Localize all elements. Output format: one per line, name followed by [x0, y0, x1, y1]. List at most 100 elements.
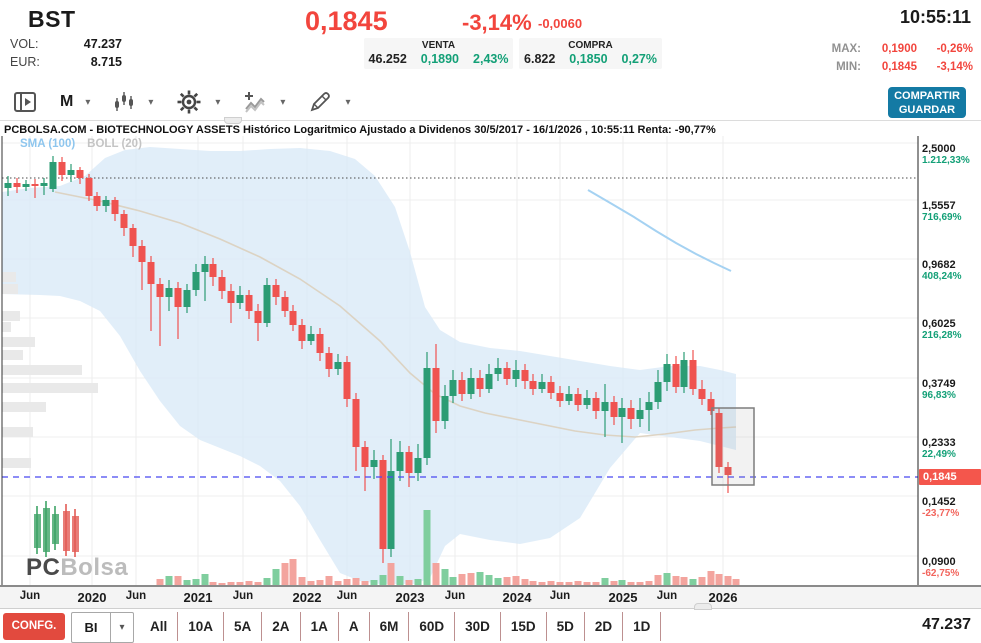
interval-dropdown[interactable]: BI ▾	[71, 612, 134, 643]
range-button-all[interactable]: All	[140, 612, 179, 641]
clock: 10:55:11	[899, 7, 971, 27]
vol-value: 47.237	[83, 37, 122, 51]
symbol-label: BST	[28, 6, 76, 32]
buy-qty: 6.822	[524, 52, 556, 66]
y-axis-tick: 2,5000 1.212,33%	[922, 143, 970, 167]
settings-dropdown[interactable]: ▾	[175, 88, 220, 116]
range-button-5d[interactable]: 5D	[547, 612, 585, 641]
watermark: PCBolsa	[26, 554, 128, 582]
footer-volume: 47.237	[922, 616, 971, 633]
x-axis-tick: 2021	[183, 590, 213, 605]
timeframe-label: M	[60, 93, 74, 110]
x-axis[interactable]: Jun 2020 Jun 2021 Jun 2022 Jun 2023 Jun 2024 Jun 20…	[0, 585, 981, 608]
x-axis-tick: Jun	[444, 590, 466, 602]
y-axis-tick: 0,2333 22,49%	[922, 437, 956, 461]
range-button-a[interactable]: A	[339, 612, 370, 641]
min-price: 0,1845	[881, 60, 917, 73]
y-axis-tick: 0,1452 -23,77%	[922, 496, 960, 520]
panel-resize-handle[interactable]	[224, 117, 242, 124]
x-axis-tick: Jun	[232, 590, 254, 602]
range-button-2d[interactable]: 2D	[585, 612, 624, 641]
buy-price: 0,1850	[569, 52, 608, 66]
chevron-down-icon: ▾	[215, 96, 221, 108]
range-button-5a[interactable]: 5A	[224, 612, 263, 641]
x-axis-tick: Jun	[549, 590, 571, 602]
gear-icon	[177, 90, 201, 114]
range-button-10a[interactable]: 10A	[178, 612, 225, 641]
x-axis-tick: 2024	[502, 590, 532, 605]
y-axis[interactable]: 2,5000 1.212,33% 1,5557 716,69% 0,9682 408,24…	[918, 122, 981, 585]
sell-quote-panel: VENTA 46.252 0,1890 2,43%	[364, 38, 513, 69]
buy-quote-panel: COMPRA 6.822 0,1850 0,27%	[519, 38, 662, 69]
chart-canvas[interactable]	[0, 122, 981, 585]
x-axis-tick: Jun	[336, 590, 358, 602]
y-axis-tick: 0,6025 216,28%	[922, 318, 962, 342]
range-button-1d[interactable]: 1D	[623, 612, 662, 641]
save-button[interactable]: GUARDAR	[898, 103, 956, 116]
range-buttons: All 10A 5A 2A 1A A 6M 60D 30D 15D 5D 2D 1D	[140, 612, 662, 641]
chart-toolbar: M ▾ ▾	[0, 84, 981, 120]
buy-title: COMPRA	[568, 40, 613, 51]
watermark-bold: PC	[26, 554, 61, 581]
x-axis-tick: 2025	[608, 590, 638, 605]
interval-label: BI	[84, 620, 98, 635]
x-axis-tick: 2022	[292, 590, 322, 605]
footer-resize-handle[interactable]	[694, 603, 712, 610]
volume-row: VOL: 47.237	[10, 37, 122, 51]
drawing-tools-dropdown[interactable]: ▾	[307, 89, 350, 115]
range-button-30d[interactable]: 30D	[455, 612, 501, 641]
indicator-legend: SMA (100) BOLL (20)	[20, 138, 142, 150]
range-button-1a[interactable]: 1A	[301, 612, 339, 641]
panel-toggle-icon	[14, 92, 36, 112]
panel-toggle-button[interactable]	[12, 89, 38, 115]
chevron-down-icon: ▾	[148, 96, 154, 108]
sell-title: VENTA	[421, 40, 456, 51]
y-axis-tick: 0,3749 96,83%	[922, 378, 956, 402]
min-row: MIN: 0,1845 -3,14%	[836, 58, 973, 75]
sell-qty: 46.252	[368, 52, 407, 66]
x-axis-tick: Jun	[125, 590, 147, 602]
share-save-button-group: COMPARTIR GUARDAR	[888, 87, 966, 118]
legend-boll[interactable]: BOLL (20)	[87, 138, 142, 150]
y-axis-tick: 0,0900 -62,75%	[922, 556, 960, 580]
y-axis-tick: 1,5557 716,69%	[922, 200, 962, 224]
share-button[interactable]: COMPARTIR	[894, 89, 960, 102]
chart-type-dropdown[interactable]: ▾	[112, 90, 153, 114]
min-pct: -3,14%	[936, 60, 973, 73]
price-badge: 0,1845	[919, 469, 981, 485]
x-axis-tick: 2020	[77, 590, 107, 605]
candlestick-type-icon	[115, 92, 134, 111]
last-price: 0,1845	[305, 6, 388, 36]
add-indicator-icon	[245, 92, 266, 113]
pencil-icon	[311, 92, 331, 112]
sell-price: 0,1890	[420, 52, 460, 66]
range-button-2a[interactable]: 2A	[262, 612, 301, 641]
x-axis-tick: 2026	[708, 590, 738, 605]
max-pct: -0,26%	[936, 42, 973, 55]
eur-value: 8.715	[90, 55, 122, 69]
min-label: MIN:	[836, 60, 861, 73]
change-percent: -3,14%	[462, 10, 532, 35]
indicators-dropdown[interactable]: ▾	[242, 89, 285, 115]
x-axis-tick: 2023	[395, 590, 425, 605]
max-label: MAX:	[831, 42, 861, 55]
sell-pct: 2,43%	[473, 52, 509, 66]
range-button-60d[interactable]: 60D	[409, 612, 456, 641]
chevron-down-icon: ▾	[345, 96, 351, 108]
timeframe-dropdown[interactable]: M ▾	[60, 93, 90, 111]
range-button-6m[interactable]: 6M	[370, 612, 410, 641]
chevron-down-icon: ▾	[110, 613, 133, 642]
config-button[interactable]: CONFG.	[3, 613, 65, 640]
toolbar-separator	[0, 120, 981, 121]
eur-label: EUR:	[10, 55, 40, 69]
range-button-15d[interactable]: 15D	[501, 612, 547, 641]
legend-sma[interactable]: SMA (100)	[20, 138, 76, 150]
chevron-down-icon: ▾	[280, 96, 286, 108]
max-row: MAX: 0,1900 -0,26%	[832, 40, 973, 57]
range-toolbar: CONFG. BI ▾ All 10A 5A 2A 1A A 6M 60D 30D 15D 5D 2D…	[0, 608, 981, 643]
vol-label: VOL:	[10, 37, 39, 51]
x-axis-tick: Jun	[19, 590, 41, 602]
selection-rectangle[interactable]	[711, 407, 755, 486]
chart-title: PCBOLSA.COM - BIOTECHNOLOGY ASSETS Histó…	[4, 124, 716, 136]
